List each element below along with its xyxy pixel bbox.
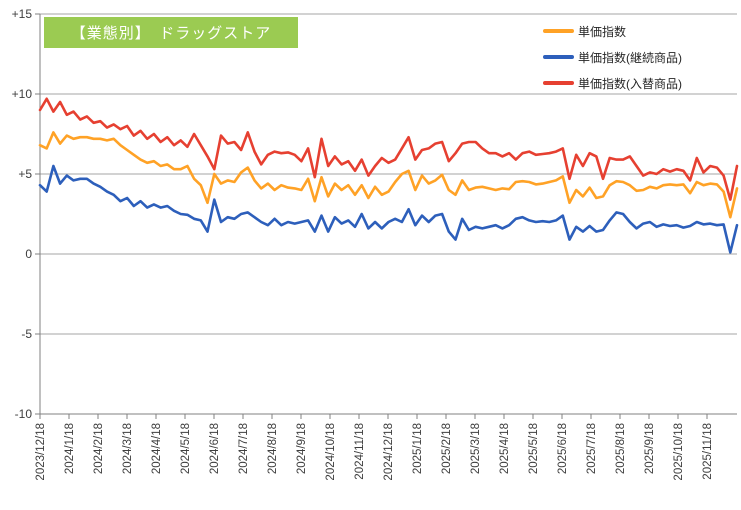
legend-line-swatch-orange bbox=[543, 29, 574, 33]
y-tick-label: -10 bbox=[15, 407, 33, 421]
legend-label: 単価指数(入替商品) bbox=[578, 76, 682, 91]
x-tick-label: 2025/4/18 bbox=[499, 423, 511, 474]
x-tick-label: 2024/8/18 bbox=[267, 423, 279, 474]
y-tick-label: -5 bbox=[21, 327, 32, 341]
legend-line-swatch-blue bbox=[543, 55, 574, 59]
x-tick-label: 2024/5/18 bbox=[180, 423, 192, 474]
x-tick-label: 2024/7/18 bbox=[238, 423, 250, 474]
x-tick-label: 2025/8/18 bbox=[615, 423, 627, 474]
series-line-unit-price-index bbox=[38, 131, 739, 219]
x-tick-label: 2025/7/18 bbox=[586, 423, 598, 474]
y-tick-label: +15 bbox=[12, 7, 33, 21]
legend-item-continuing-products: 単価指数(継続商品) bbox=[543, 44, 738, 70]
x-tick-label: 2023/12/18 bbox=[35, 423, 47, 481]
x-tick-label: 2025/2/18 bbox=[441, 423, 453, 474]
x-tick-label: 2025/6/18 bbox=[557, 423, 569, 474]
x-tick-label: 2025/3/18 bbox=[470, 423, 482, 474]
x-tick-label: 2024/10/18 bbox=[325, 423, 337, 481]
x-tick-label: 2025/9/18 bbox=[644, 423, 656, 474]
legend-line-swatch-red bbox=[543, 81, 574, 85]
legend-label: 単価指数 bbox=[578, 24, 627, 39]
x-tick-label: 2025/1/18 bbox=[412, 423, 424, 474]
series-line-replacement-products bbox=[38, 97, 739, 201]
chart-legend: 単価指数 単価指数(継続商品) 単価指数(入替商品) bbox=[543, 18, 738, 96]
y-tick-label: +10 bbox=[12, 87, 33, 101]
x-tick-label: 2024/1/18 bbox=[64, 423, 76, 474]
x-tick-label: 2025/11/18 bbox=[702, 423, 714, 480]
x-tick-label: 2025/10/18 bbox=[673, 423, 685, 481]
series-line-continuing-products bbox=[38, 164, 739, 254]
x-tick-label: 2024/12/18 bbox=[383, 423, 395, 481]
y-tick-label: +5 bbox=[18, 167, 32, 181]
legend-item-replacement-products: 単価指数(入替商品) bbox=[543, 70, 738, 96]
chart-title: 【業態別】 ドラッグストア bbox=[70, 25, 272, 42]
x-tick-label: 2024/9/18 bbox=[296, 423, 308, 474]
x-tick-label: 2025/5/18 bbox=[528, 423, 540, 474]
legend-item-unit-price-index: 単価指数 bbox=[543, 18, 738, 44]
legend-label: 単価指数(継続商品) bbox=[578, 50, 682, 65]
x-tick-label: 2024/4/18 bbox=[151, 423, 163, 474]
x-tick-label: 2024/11/18 bbox=[354, 423, 366, 480]
x-tick-label: 2024/6/18 bbox=[209, 423, 221, 474]
y-tick-label: 0 bbox=[25, 247, 32, 261]
x-tick-label: 2024/3/18 bbox=[122, 423, 134, 474]
x-tick-label: 2024/2/18 bbox=[93, 423, 105, 474]
chart-title-box: 【業態別】 ドラッグストア bbox=[44, 17, 298, 48]
